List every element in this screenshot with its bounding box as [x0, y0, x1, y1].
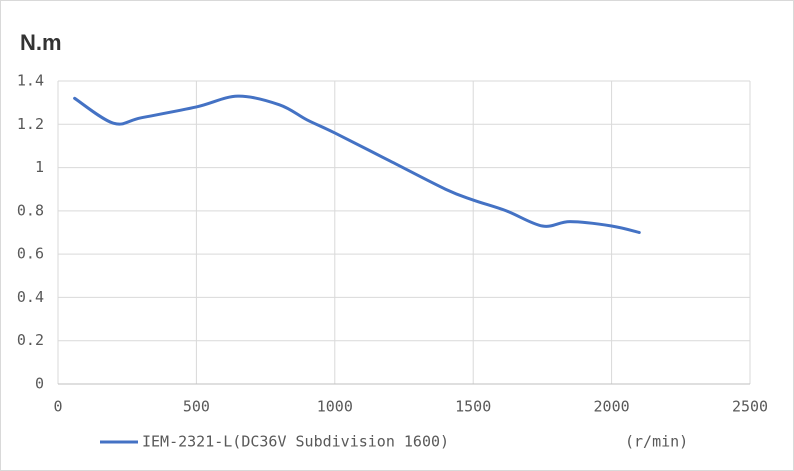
- data-line: [73, 94, 641, 234]
- y-tick-label: 1.2: [17, 115, 44, 133]
- x-tick-label: 1500: [455, 398, 491, 416]
- x-tick-label: 500: [183, 398, 210, 416]
- x-axis-label: (r/min): [625, 433, 688, 451]
- y-tick-label: 0: [35, 375, 44, 393]
- y-tick-label: 0.6: [17, 245, 44, 263]
- legend-label: IEM-2321-L(DC36V Subdivision 1600): [142, 433, 449, 451]
- y-tick-label: 0.4: [17, 288, 44, 306]
- x-tick-label: 0: [53, 398, 62, 416]
- y-axis-label: N.m: [20, 30, 62, 55]
- y-tick-label: 0.2: [17, 331, 44, 349]
- x-tick-label: 1000: [317, 398, 353, 416]
- y-tick-label: 1.4: [17, 72, 44, 90]
- x-tick-label: 2500: [732, 398, 768, 416]
- x-tick-label: 2000: [594, 398, 630, 416]
- y-tick-label: 0.8: [17, 201, 44, 219]
- y-tick-label: 1: [35, 158, 44, 176]
